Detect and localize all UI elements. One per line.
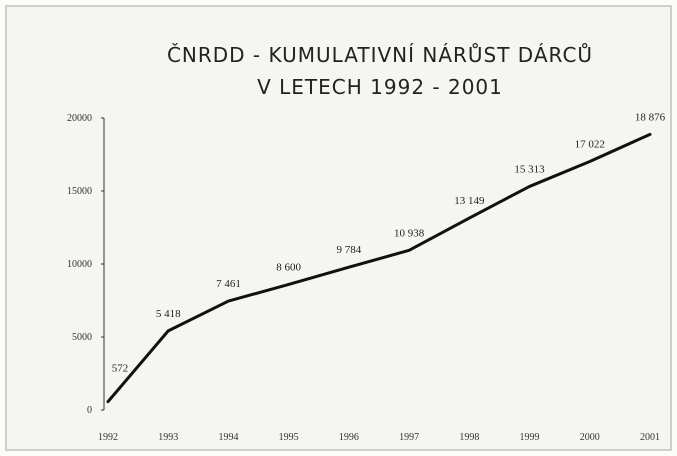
y-tick-label: 20000 xyxy=(67,113,92,124)
x-tick-label: 1993 xyxy=(158,432,178,443)
data-label: 10 938 xyxy=(394,227,425,239)
data-label: 13 149 xyxy=(454,195,485,207)
x-tick-label: 1992 xyxy=(98,432,118,443)
data-label: 572 xyxy=(112,363,129,375)
data-label: 15 313 xyxy=(514,163,545,175)
x-tick-label: 1994 xyxy=(218,432,238,443)
x-tick-label: 1996 xyxy=(339,432,359,443)
data-label: 9 784 xyxy=(337,244,362,256)
data-label: 18 876 xyxy=(635,111,666,123)
x-tick-label: 1995 xyxy=(279,432,299,443)
x-tick-label: 1997 xyxy=(399,432,419,443)
data-label: 8 600 xyxy=(276,261,301,273)
x-tick-label: 2000 xyxy=(580,432,600,443)
chart-title: ČNRDD - KUMULATIVNÍ NÁRŮST DÁRCŮ xyxy=(167,43,593,67)
y-tick-label: 0 xyxy=(87,405,92,416)
chart-title: V LETECH 1992 - 2001 xyxy=(257,75,503,99)
y-tick-label: 15000 xyxy=(67,186,92,197)
chart-frame xyxy=(5,5,672,451)
y-tick-label: 10000 xyxy=(67,259,92,270)
x-tick-label: 1998 xyxy=(459,432,479,443)
line xyxy=(106,132,652,404)
data-label: 5 418 xyxy=(156,308,181,320)
y-tick-label: 5000 xyxy=(72,332,92,343)
x-tick-label: 1999 xyxy=(520,432,540,443)
x-tick-label: 2001 xyxy=(640,432,660,443)
data-label: 17 022 xyxy=(575,138,605,150)
data-label: 7 461 xyxy=(216,278,241,290)
